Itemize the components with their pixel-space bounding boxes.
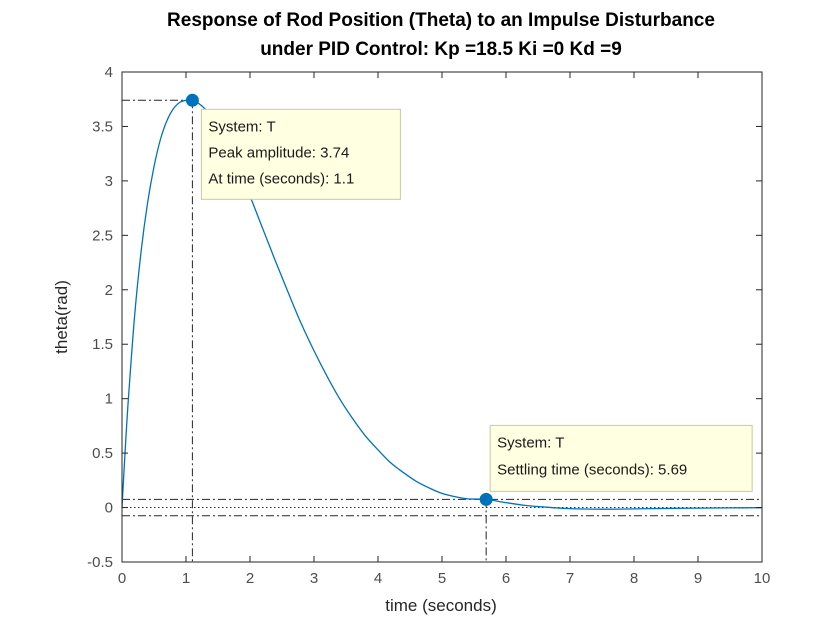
y-tick-label: 2.5 xyxy=(92,227,113,244)
data-tips: System: T Peak amplitude: 3.74 At time (se… xyxy=(200,108,753,492)
settling-datatip-line: System: T xyxy=(497,434,564,451)
guide-lines xyxy=(122,99,762,562)
y-tick-label: -0.5 xyxy=(87,554,113,571)
y-tick-label: 4 xyxy=(105,64,113,81)
axis-ticks: 0 1 2 3 4 5 6 7 8 9 10 -0.5 0 0.5 1 1.5 2 2.5 3 3.5 4 xyxy=(87,64,770,587)
y-tick-label: 0 xyxy=(105,500,113,517)
y-tick-label: 1 xyxy=(105,391,113,408)
peak-datatip-line: At time (seconds): 1.1 xyxy=(208,170,354,187)
peak-datatip-box xyxy=(200,108,401,200)
x-tick-label: 6 xyxy=(502,570,510,587)
y-tick-label: 3.5 xyxy=(92,118,113,135)
x-tick-label: 1 xyxy=(182,570,190,587)
x-tick-label: 7 xyxy=(566,570,574,587)
x-tick-label: 5 xyxy=(438,570,446,587)
peak-datatip[interactable]: System: T Peak amplitude: 3.74 At time (se… xyxy=(200,108,401,200)
x-tick-label: 8 xyxy=(630,570,638,587)
peak-datatip-line: Peak amplitude: 3.74 xyxy=(208,144,349,161)
x-tick-label: 9 xyxy=(694,570,702,587)
data-markers xyxy=(185,93,493,506)
settling-marker[interactable] xyxy=(479,492,493,506)
y-tick-label: 0.5 xyxy=(92,445,113,462)
x-tick-label: 4 xyxy=(374,570,382,587)
peak-datatip-line: System: T xyxy=(208,118,275,135)
response-curve xyxy=(121,99,763,510)
chart-title-line-1: Response of Rod Position (Theta) to an I… xyxy=(167,10,715,31)
y-tick-label: 3 xyxy=(105,173,113,190)
y-tick-label: 1.5 xyxy=(92,336,113,353)
x-tick-label: 3 xyxy=(310,570,318,587)
x-tick-label: 10 xyxy=(754,570,771,587)
y-axis-label: theta(rad) xyxy=(52,280,71,354)
settling-datatip-box xyxy=(489,424,753,492)
settling-datatip-line: Settling time (seconds): 5.69 xyxy=(497,461,687,478)
x-tick-label: 2 xyxy=(246,570,254,587)
x-tick-label: 0 xyxy=(118,570,126,587)
peak-marker[interactable] xyxy=(185,93,199,107)
settling-datatip[interactable]: System: T Settling time (seconds): 5.69 xyxy=(489,424,753,492)
chart-title-line-2: under PID Control: Kp =18.5 Ki =0 Kd =9 xyxy=(260,39,622,60)
y-tick-label: 2 xyxy=(105,282,113,299)
x-axis-label: time (seconds) xyxy=(385,596,496,615)
